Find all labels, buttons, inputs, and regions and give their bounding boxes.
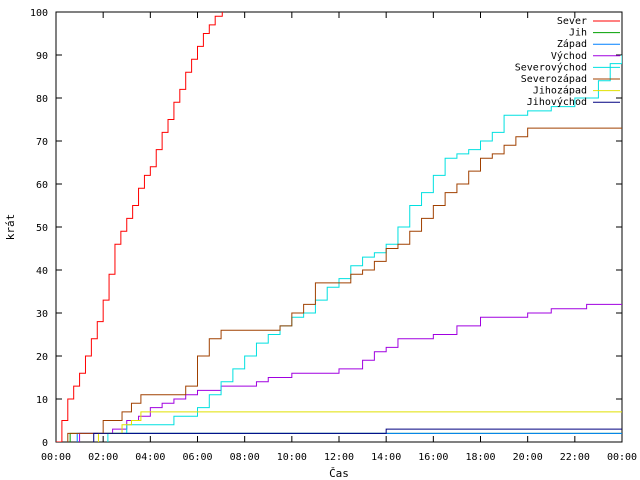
legend-label: Sever [557, 16, 587, 27]
y-ticks: 0 10 20 30 40 50 60 70 80 90 100 [30, 8, 622, 449]
y-tick-label: 40 [36, 266, 48, 277]
y-tick-label: 20 [36, 352, 48, 363]
x-tick-label: 02:00 [88, 452, 118, 463]
y-axis-title: krát [4, 214, 17, 241]
series-line-4 [107, 55, 622, 442]
series-line-3 [79, 303, 622, 442]
series-line-1 [69, 432, 622, 442]
x-tick-label: 20:00 [513, 452, 543, 463]
y-tick-label: 60 [36, 180, 48, 191]
x-tick-label: 08:00 [230, 452, 260, 463]
y-tick-label: 80 [36, 94, 48, 105]
x-tick-label: 14:00 [371, 452, 401, 463]
series-line-7 [93, 428, 622, 442]
x-tick-label: 22:00 [560, 452, 590, 463]
legend-label: Jihozápad [533, 85, 587, 97]
y-tick-label: 100 [30, 8, 48, 19]
legend-label: Severovýchod [515, 61, 587, 73]
y-tick-label: 70 [36, 137, 48, 148]
x-tick-label: 12:00 [324, 452, 354, 463]
x-tick-label: 00:00 [607, 452, 637, 463]
legend-label: Jihovýchod [527, 96, 587, 108]
x-tick-label: 10:00 [277, 452, 307, 463]
legend-label: Východ [551, 50, 587, 62]
x-ticks: 00:00 02:00 04:00 06:00 08:00 10:00 12:00 14:00… [41, 12, 637, 463]
x-tick-label: 00:00 [41, 452, 71, 463]
series-line-0 [56, 12, 223, 442]
y-tick-label: 50 [36, 223, 48, 234]
series-line-5 [67, 127, 622, 442]
legend: SeverJihZápadVýchodSeverovýchodSeverozáp… [515, 16, 620, 108]
legend-label: Severozápad [521, 73, 587, 85]
plot-area [56, 12, 622, 442]
series-line-2 [76, 432, 622, 442]
x-tick-label: 16:00 [418, 452, 448, 463]
legend-label: Jih [569, 28, 587, 39]
x-tick-label: 06:00 [182, 452, 212, 463]
x-axis-title: Čas [329, 467, 349, 480]
y-tick-label: 90 [36, 51, 48, 62]
y-tick-label: 30 [36, 309, 48, 320]
y-tick-label: 0 [42, 438, 48, 449]
x-tick-label: 18:00 [465, 452, 495, 463]
legend-label: Západ [557, 38, 587, 50]
y-tick-label: 10 [36, 395, 48, 406]
x-tick-label: 04:00 [135, 452, 165, 463]
